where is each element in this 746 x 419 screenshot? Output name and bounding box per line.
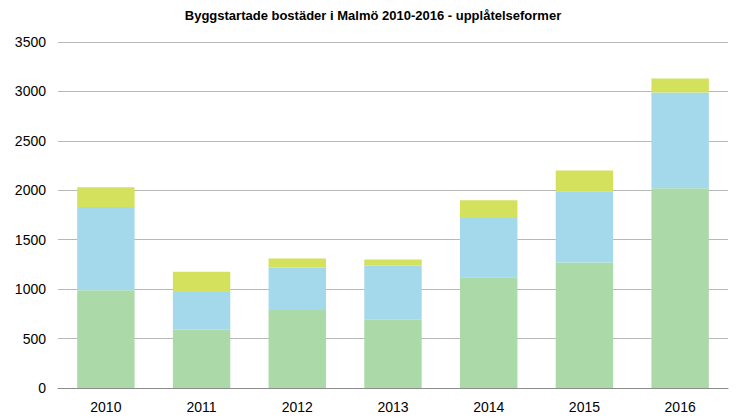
svg-text:Byggstartade bostäder i Malmö: Byggstartade bostäder i Malmö 2010-2016 … [185,8,561,23]
svg-text:2015: 2015 [569,399,600,415]
svg-text:0: 0 [38,380,46,396]
svg-text:2000: 2000 [15,182,46,198]
svg-text:3500: 3500 [15,34,46,50]
svg-text:2013: 2013 [377,399,408,415]
svg-text:1000: 1000 [15,281,46,297]
svg-text:2500: 2500 [15,133,46,149]
svg-text:3000: 3000 [15,83,46,99]
svg-text:1500: 1500 [15,232,46,248]
svg-text:2014: 2014 [473,399,504,415]
svg-text:2012: 2012 [282,399,313,415]
svg-text:2016: 2016 [665,399,696,415]
svg-text:500: 500 [23,331,47,347]
svg-text:2011: 2011 [187,399,217,415]
svg-text:2010: 2010 [90,399,121,415]
